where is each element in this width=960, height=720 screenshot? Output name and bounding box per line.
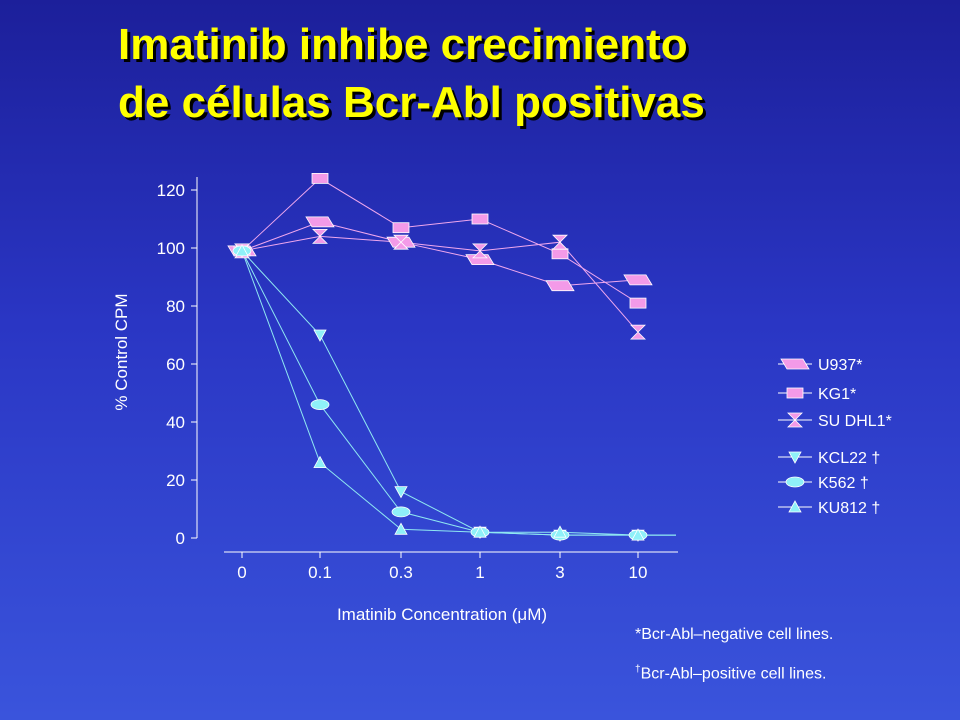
data-point-series-6 <box>553 525 567 538</box>
data-point-series-3 <box>472 243 488 259</box>
x-tick-label: 1 <box>475 563 484 582</box>
data-point-series-2 <box>471 213 489 225</box>
legend-label: SU DHL1* <box>818 413 892 430</box>
series-line-6 <box>241 250 676 536</box>
series-line-3 <box>241 235 639 333</box>
data-point-series-6 <box>235 244 249 257</box>
footnote-negative: *Bcr-Abl–negative cell lines. <box>635 626 834 643</box>
x-tick-label: 3 <box>555 563 564 582</box>
data-point-series-3 <box>552 234 568 250</box>
x-tick-label: 0 <box>237 563 246 582</box>
y-tick-label: 80 <box>166 297 185 316</box>
x-tick-label: 0.1 <box>308 563 332 582</box>
x-axis-label: Imatinib Concentration (μM) <box>337 605 547 624</box>
data-point-series-6 <box>313 455 327 469</box>
dagger-mark: † <box>635 664 641 675</box>
data-point-series-5 <box>310 399 330 411</box>
data-point-series-1 <box>545 280 575 292</box>
data-point-series-3 <box>312 228 328 244</box>
data-point-series-1 <box>623 274 653 286</box>
legend-marker <box>788 500 802 513</box>
y-tick-label: 100 <box>157 239 185 258</box>
series-line-5 <box>241 250 676 536</box>
y-tick-label: 0 <box>176 529 185 548</box>
legend-marker <box>787 412 803 428</box>
y-tick-label: 40 <box>166 413 185 432</box>
legend-marker <box>786 387 804 399</box>
data-point-series-6 <box>473 525 487 538</box>
data-point-series-3 <box>630 324 646 340</box>
data-point-series-6 <box>394 522 408 535</box>
data-point-series-2 <box>392 222 410 234</box>
footnote-positive-text: Bcr-Abl–positive cell lines. <box>640 665 827 683</box>
y-tick-label: 20 <box>166 471 185 490</box>
legend-label: KU812 † <box>818 500 880 517</box>
legend-label: U937* <box>818 357 862 374</box>
y-tick-label: 120 <box>157 181 185 200</box>
legend-label: KG1* <box>818 386 856 403</box>
slide-title: Imatinib inhibe crecimiento de células B… <box>118 16 938 132</box>
title-line-1: Imatinib inhibe crecimiento <box>118 20 688 69</box>
title-line-2: de células Bcr-Abl positivas <box>118 78 705 127</box>
footnote-positive: †Bcr-Abl–positive cell lines. <box>635 664 826 683</box>
series-line-4 <box>241 250 676 536</box>
x-tick-label: 0.3 <box>389 563 413 582</box>
x-tick-label: 10 <box>629 563 648 582</box>
data-point-series-2 <box>311 172 329 184</box>
series-line-1 <box>241 221 639 287</box>
legend-marker <box>780 358 810 370</box>
data-point-series-4 <box>313 329 327 342</box>
data-point-series-4 <box>394 486 408 499</box>
legend-label: KCL22 † <box>818 450 880 467</box>
data-point-series-2 <box>551 248 569 260</box>
series-line-2 <box>241 177 639 304</box>
y-axis-label: % Control CPM <box>112 293 131 410</box>
legend-label: K562 † <box>818 475 869 492</box>
data-point-series-1 <box>465 254 495 266</box>
data-point-series-3 <box>393 234 409 250</box>
data-point-series-5 <box>391 506 411 518</box>
data-point-series-1 <box>305 216 335 228</box>
legend-marker <box>785 476 805 488</box>
y-tick-label: 60 <box>166 355 185 374</box>
data-point-series-6 <box>631 528 645 541</box>
data-point-series-2 <box>629 297 647 309</box>
legend-marker <box>788 451 802 464</box>
